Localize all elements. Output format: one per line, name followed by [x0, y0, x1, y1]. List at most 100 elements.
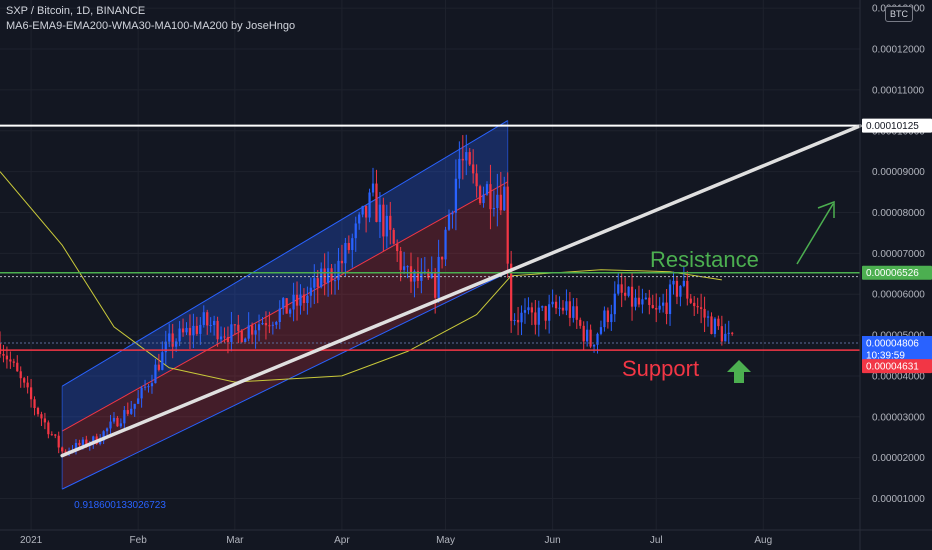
candle-body[interactable] [589, 329, 592, 347]
candle-body[interactable] [247, 325, 250, 339]
candle-body[interactable] [40, 414, 43, 419]
candle-body[interactable] [302, 294, 306, 304]
candle-body[interactable] [689, 298, 692, 303]
candle-body[interactable] [344, 243, 347, 264]
candle-body[interactable] [0, 343, 2, 355]
candle-body[interactable] [475, 173, 478, 187]
candle-body[interactable] [620, 284, 623, 293]
candle-body[interactable] [575, 306, 578, 320]
candle-body[interactable] [78, 442, 81, 446]
candle-body[interactable] [12, 361, 15, 363]
candle-body[interactable] [413, 271, 416, 282]
candle-body[interactable] [61, 447, 64, 452]
time-axis[interactable]: 2021 Feb Mar Apr May Jun Jul Aug [0, 529, 932, 546]
candle-body[interactable] [213, 320, 216, 326]
candle-body[interactable] [634, 297, 637, 307]
candle-body[interactable] [396, 243, 399, 252]
candle-body[interactable] [603, 310, 606, 328]
candle-body[interactable] [99, 440, 102, 444]
candle-body[interactable] [662, 302, 665, 306]
candle-body[interactable] [586, 329, 589, 342]
candle-body[interactable] [371, 183, 375, 193]
candle-body[interactable] [375, 183, 378, 222]
candle-body[interactable] [516, 319, 520, 323]
candle-body[interactable] [648, 297, 651, 306]
candle-body[interactable] [150, 383, 154, 387]
indicator-legend[interactable]: MA6-EMA9-EMA200-WMA30-MA100-MA200 by Jos… [6, 20, 296, 32]
candle-body[interactable] [686, 280, 689, 299]
candle-body[interactable] [527, 307, 530, 311]
candle-body[interactable] [402, 266, 406, 270]
candle-body[interactable] [175, 341, 178, 347]
candle-body[interactable] [192, 325, 195, 336]
candle-body[interactable] [693, 302, 696, 307]
candle-body[interactable] [582, 325, 585, 342]
candle-body[interactable] [271, 324, 274, 326]
candle-body[interactable] [133, 403, 136, 409]
candle-body[interactable] [143, 386, 147, 388]
candle-body[interactable] [282, 298, 285, 309]
candle-body[interactable] [240, 330, 243, 343]
candle-body[interactable] [558, 307, 561, 309]
candle-body[interactable] [112, 417, 116, 422]
candle-body[interactable] [216, 320, 219, 340]
candle-body[interactable] [57, 435, 60, 448]
candle-body[interactable] [351, 238, 354, 251]
candle-body[interactable] [427, 271, 430, 278]
candle-body[interactable] [123, 410, 126, 424]
candle-body[interactable] [36, 408, 40, 415]
candle-body[interactable] [54, 434, 57, 436]
candle-body[interactable] [254, 330, 257, 335]
candle-body[interactable] [188, 327, 192, 336]
candle-body[interactable] [579, 319, 582, 326]
candle-body[interactable] [261, 323, 264, 325]
candle-body[interactable] [181, 328, 185, 333]
candle-body[interactable] [496, 194, 499, 209]
candle-body[interactable] [199, 324, 202, 334]
candle-body[interactable] [599, 327, 603, 334]
candle-body[interactable] [503, 186, 506, 211]
candle-body[interactable] [105, 428, 109, 432]
candle-body[interactable] [288, 309, 292, 314]
candle-body[interactable] [731, 332, 734, 334]
candle-body[interactable] [548, 304, 551, 321]
candle-body[interactable] [437, 256, 440, 298]
candle-body[interactable] [368, 192, 371, 218]
candle-body[interactable] [451, 212, 454, 215]
candle-body[interactable] [185, 327, 188, 333]
candle-body[interactable] [637, 297, 641, 305]
candle-body[interactable] [223, 336, 226, 338]
candle-body[interactable] [672, 280, 675, 285]
candle-body[interactable] [29, 387, 33, 400]
candle-body[interactable] [700, 307, 703, 309]
candle-body[interactable] [447, 214, 451, 230]
candle-body[interactable] [278, 308, 281, 323]
candle-body[interactable] [465, 152, 468, 161]
resistance-price-tag-box[interactable] [862, 265, 932, 280]
candle-body[interactable] [140, 387, 143, 399]
candle-body[interactable] [440, 256, 444, 260]
candle-body[interactable] [430, 272, 433, 278]
candle-body[interactable] [610, 314, 613, 323]
candle-body[interactable] [171, 333, 174, 347]
candle-body[interactable] [268, 325, 271, 327]
candle-body[interactable] [92, 436, 95, 444]
candle-body[interactable] [644, 297, 647, 300]
candle-body[interactable] [292, 294, 295, 310]
candle-body[interactable] [627, 286, 630, 296]
candle-body[interactable] [472, 164, 475, 174]
last-price-tag-box[interactable] [862, 336, 932, 363]
candle-body[interactable] [226, 337, 230, 343]
candle-body[interactable] [720, 326, 723, 342]
candle-body[interactable] [81, 439, 85, 446]
candle-body[interactable] [658, 305, 661, 310]
candle-body[interactable] [202, 312, 205, 325]
candle-body[interactable] [358, 214, 361, 224]
candle-body[interactable] [361, 205, 364, 215]
candle-body[interactable] [385, 215, 388, 237]
rising-trendline[interactable] [60, 124, 862, 458]
support-price-tag-box[interactable] [862, 359, 932, 374]
candle-body[interactable] [630, 286, 634, 307]
candle-body[interactable] [264, 323, 268, 326]
candle-body[interactable] [130, 408, 133, 414]
